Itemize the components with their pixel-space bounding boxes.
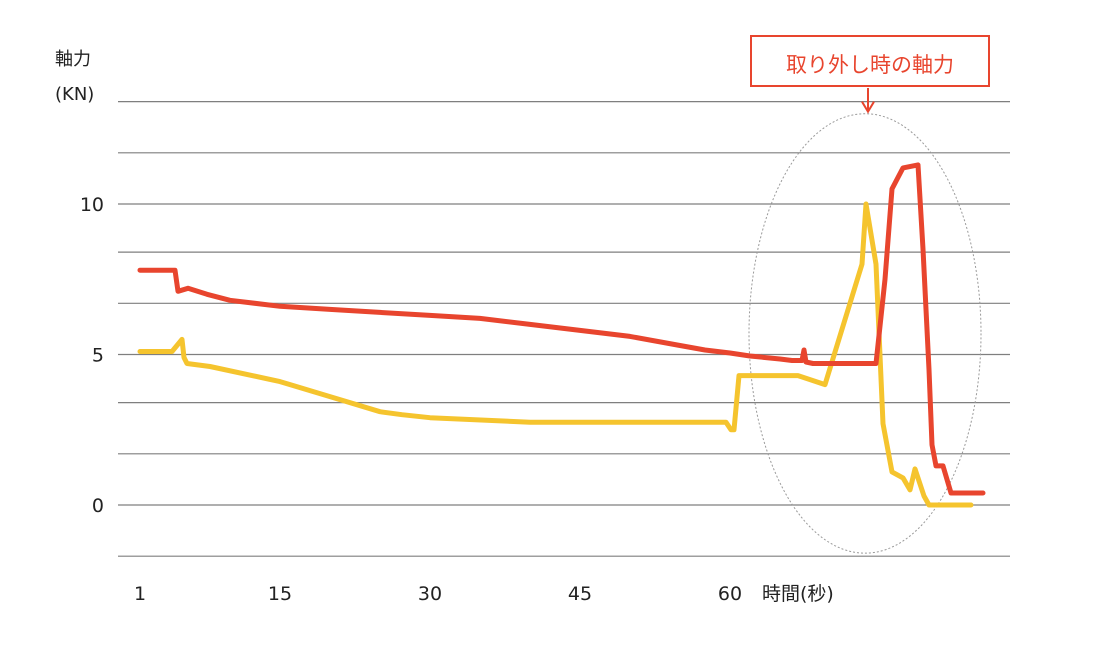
y-tick-label: 10 [80, 194, 104, 216]
series-line-0 [137, 162, 986, 496]
x-tick-label: 45 [568, 583, 592, 605]
callout-arrow-head [861, 101, 875, 114]
annotation-text: 取り外し時の軸力 [786, 53, 954, 77]
tick-labels: 0 5 10 1 15 30 45 60 [80, 194, 742, 605]
series-line-1 [137, 201, 974, 508]
annotation-callout: 取り外し時の軸力 [750, 35, 990, 87]
x-axis-label: 時間(秒) [762, 583, 834, 605]
y-tick-label: 0 [92, 495, 104, 517]
x-tick-label: 1 [134, 583, 146, 605]
highlight-ellipse-group [748, 113, 982, 554]
highlight-ellipse [748, 113, 982, 554]
x-tick-label: 30 [418, 583, 442, 605]
y-axis-label: 軸力 [55, 49, 91, 70]
y-axis-unit: (KN) [55, 84, 94, 105]
y-tick-label: 5 [92, 345, 104, 367]
x-tick-label: 15 [268, 583, 292, 605]
series-group [137, 162, 986, 508]
x-tick-label: 60 [718, 583, 742, 605]
